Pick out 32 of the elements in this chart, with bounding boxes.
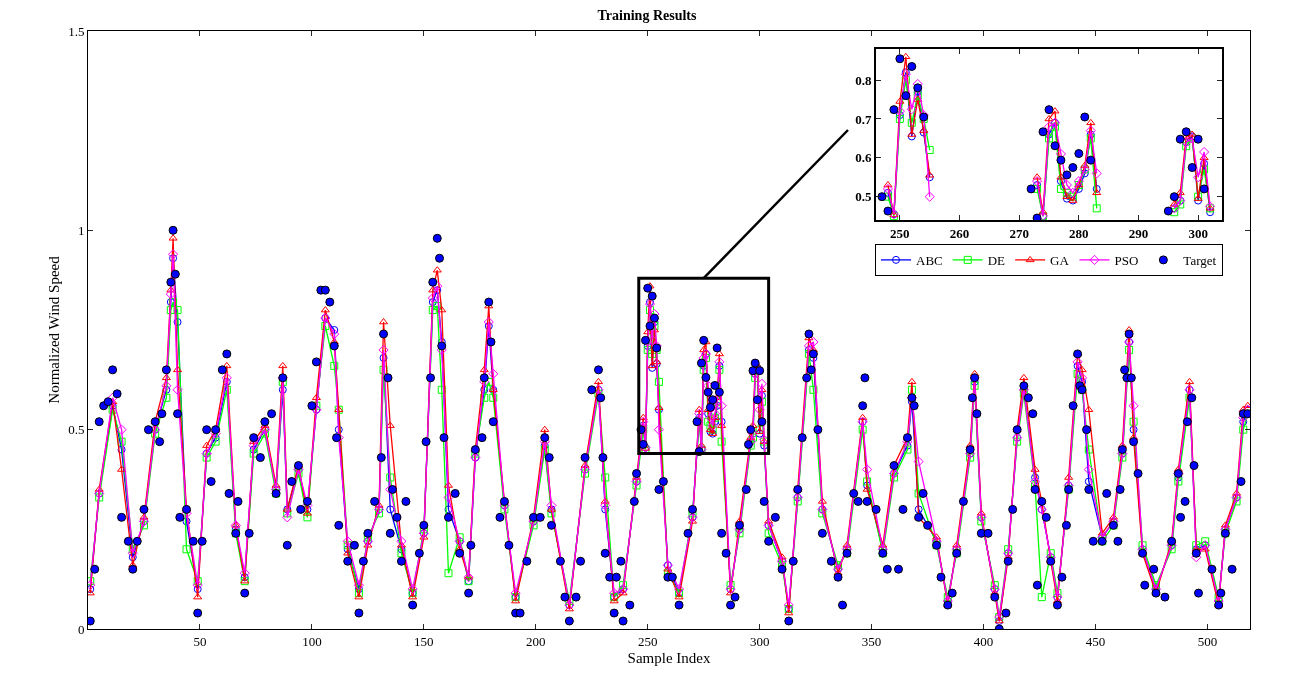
y-tick-label: 0 [77,621,85,637]
y-tick-label: 0.7 [855,111,872,127]
y-tick-label: 1 [77,222,85,238]
chart-title: Training Results [597,7,698,23]
x-tick-label: 350 [861,633,882,649]
x-tick-label: 290 [1128,225,1149,241]
x-axis-title: Sample Index [627,649,711,666]
x-tick-label: 200 [526,633,546,649]
y-tick-label: 1.5 [68,23,85,39]
x-tick-label: 300 [1188,225,1208,241]
x-tick-label: 450 [1085,633,1106,649]
x-tick-label: 260 [949,225,970,241]
legend-label: ABC [916,252,943,268]
y-tick-label: 0.5 [855,189,872,205]
y-tick-label: 0.6 [855,150,872,166]
x-tick-label: 250 [890,225,910,241]
x-tick-label: 250 [637,633,658,649]
legend-label: PSO [1114,252,1139,268]
x-tick-label: 270 [1009,225,1029,241]
legend-label: DE [987,252,1006,268]
x-tick-label: 400 [973,633,994,649]
x-tick-label: 50 [193,633,207,649]
x-tick-label: 300 [749,633,770,649]
legend-label: Target [1183,252,1217,268]
x-tick-label: 500 [1197,633,1218,649]
y-axis-title: Normalized Wind Speed [46,255,63,404]
x-tick-label: 100 [302,633,322,649]
y-tick-label: 0.8 [855,72,872,88]
x-tick-label: 150 [414,633,434,649]
y-tick-label: 0.5 [68,422,85,438]
legend-label: GA [1050,252,1070,268]
x-tick-label: 280 [1069,225,1089,241]
